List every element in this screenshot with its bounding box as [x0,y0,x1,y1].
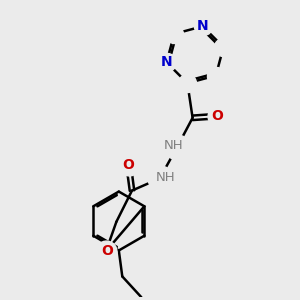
Text: NH: NH [156,171,176,184]
Text: N: N [197,19,208,33]
Text: O: O [212,109,224,123]
Text: O: O [123,158,134,172]
Text: O: O [101,244,112,258]
Text: N: N [161,56,172,69]
Text: NH: NH [164,139,183,152]
